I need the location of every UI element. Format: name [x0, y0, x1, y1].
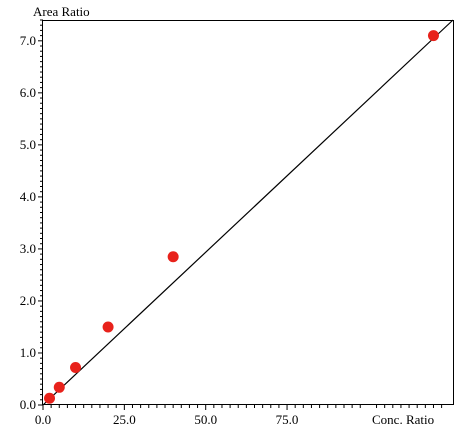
data-point: [44, 392, 56, 404]
data-point: [102, 321, 114, 333]
data-point: [70, 362, 82, 374]
data-point: [427, 30, 439, 42]
x-tick-label: 50.0: [194, 412, 217, 427]
x-axis-label: Conc. Ratio: [372, 412, 434, 427]
y-tick-label: 0.0: [20, 397, 36, 412]
x-tick-label: 25.0: [113, 412, 136, 427]
y-tick-label: 3.0: [20, 241, 36, 256]
data-point: [167, 251, 179, 263]
y-tick-label: 7.0: [20, 33, 36, 48]
data-point: [53, 381, 65, 393]
y-tick-label: 6.0: [20, 85, 36, 100]
y-tick-label: 4.0: [20, 189, 36, 204]
y-tick-label: 2.0: [20, 293, 36, 308]
fit-line: [42, 19, 454, 406]
x-tick-label: 75.0: [276, 412, 299, 427]
y-tick-label: 5.0: [20, 137, 36, 152]
x-tick-label: 0.0: [35, 412, 51, 427]
y-tick-label: 1.0: [20, 345, 36, 360]
y-axis-label: Area Ratio: [33, 4, 90, 19]
